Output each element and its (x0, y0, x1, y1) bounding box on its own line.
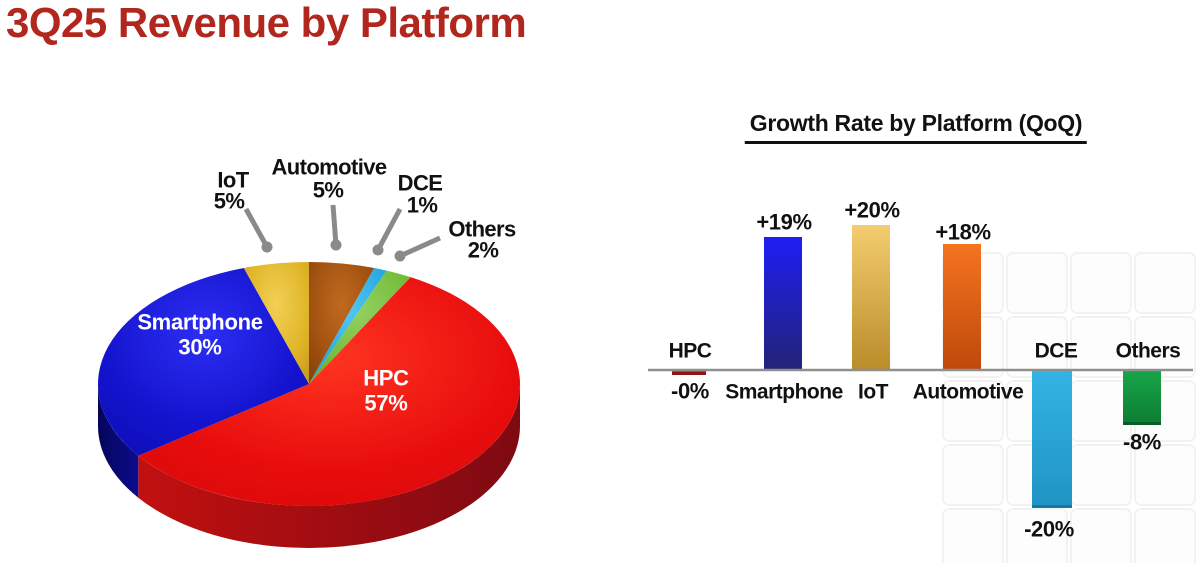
page-title: 3Q25 Revenue by Platform (6, 0, 527, 46)
callout-line-automotive (330, 204, 339, 246)
bar-edge-dce (1032, 505, 1072, 508)
watermark-cell (942, 508, 1004, 563)
watermark-cell (942, 380, 1004, 442)
watermark-cell (1006, 252, 1068, 314)
callout-dot-iot (261, 241, 273, 253)
bar-value-others: -8% (1123, 430, 1161, 455)
callout-dot-automotive (330, 239, 342, 251)
pie-label-smartphone: Smartphone (137, 310, 262, 335)
callout-dot-others (394, 250, 406, 262)
watermark-cell (1070, 252, 1132, 314)
bar-dce (1032, 370, 1072, 508)
pie-slice-smartphone (97, 267, 309, 456)
bar-category-automotive: Automotive (913, 381, 1024, 404)
bar-iot (852, 225, 890, 370)
pie-value-iot: 5% (214, 189, 245, 214)
bar-category-others: Others (1116, 340, 1181, 363)
pie-value-hpc: 57% (364, 391, 407, 416)
pie-slice-iot (243, 262, 309, 384)
bar-value-hpc: -0% (671, 379, 709, 404)
pie-slices (97, 262, 520, 506)
watermark-cell (1006, 508, 1068, 563)
watermark-cell (1070, 316, 1132, 378)
bar-value-automotive: +18% (935, 220, 990, 245)
callout-dot-dce (372, 244, 384, 256)
pie-slice-dce (309, 267, 387, 384)
pie-side-smartphone (98, 384, 139, 498)
bar-category-dce: DCE (1035, 340, 1078, 363)
watermark-cell (942, 444, 1004, 506)
pie-label-iot: IoT (217, 168, 249, 193)
pie-slice-hpc (138, 277, 520, 506)
bar-chart-title: Growth Rate by Platform (QoQ) (744, 110, 1088, 144)
watermark-cell (1134, 316, 1196, 378)
bar-edge-hpc (672, 372, 706, 375)
pie-slice-others (309, 270, 411, 384)
pie-value-others: 2% (468, 238, 499, 263)
watermark-cell (1134, 444, 1196, 506)
bar-value-iot: +20% (844, 198, 899, 223)
bar-automotive (943, 244, 981, 370)
bar-category-hpc: HPC (669, 340, 712, 363)
pie-value-automotive: 5% (313, 178, 344, 203)
pie-value-dce: 1% (407, 193, 438, 218)
bar-category-iot: IoT (858, 381, 889, 404)
bar-edge-others (1123, 422, 1161, 425)
callout-line-iot (243, 207, 270, 249)
watermark-cell (1134, 252, 1196, 314)
callout-line-dce (375, 207, 403, 252)
pie-label-automotive: Automotive (271, 155, 386, 180)
pie-label-dce: DCE (398, 171, 443, 196)
bar-others (1123, 370, 1161, 425)
bar-value-dce: -20% (1024, 517, 1074, 542)
bar-category-smartphone: Smartphone (725, 381, 843, 404)
pie-value-smartphone: 30% (178, 335, 221, 360)
bar-value-smartphone: +19% (756, 210, 811, 235)
pie-slice-automotive (309, 262, 375, 384)
pie-label-hpc: HPC (363, 366, 409, 391)
watermark-cell (1070, 508, 1132, 563)
callout-line-others (398, 235, 442, 259)
pie-3d-sides (98, 384, 520, 549)
watermark-cell (1134, 508, 1196, 563)
pie-side-hpc (138, 384, 520, 549)
pie-label-others: Others (448, 217, 516, 242)
bar-smartphone (764, 237, 802, 370)
